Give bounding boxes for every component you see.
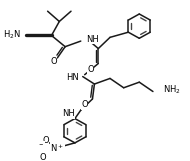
Text: $^-$: $^-$	[37, 142, 44, 148]
Text: NH$_2$: NH$_2$	[163, 83, 180, 96]
Text: NH: NH	[62, 109, 75, 118]
Text: NH: NH	[86, 35, 98, 44]
Text: H$_2$N: H$_2$N	[3, 28, 21, 41]
Text: O: O	[87, 65, 94, 74]
Text: O: O	[39, 153, 46, 161]
Text: HN: HN	[66, 73, 79, 82]
Text: N$^+$: N$^+$	[50, 143, 64, 154]
Text: O: O	[81, 100, 88, 109]
Text: O: O	[50, 57, 57, 66]
Text: O: O	[42, 136, 49, 145]
